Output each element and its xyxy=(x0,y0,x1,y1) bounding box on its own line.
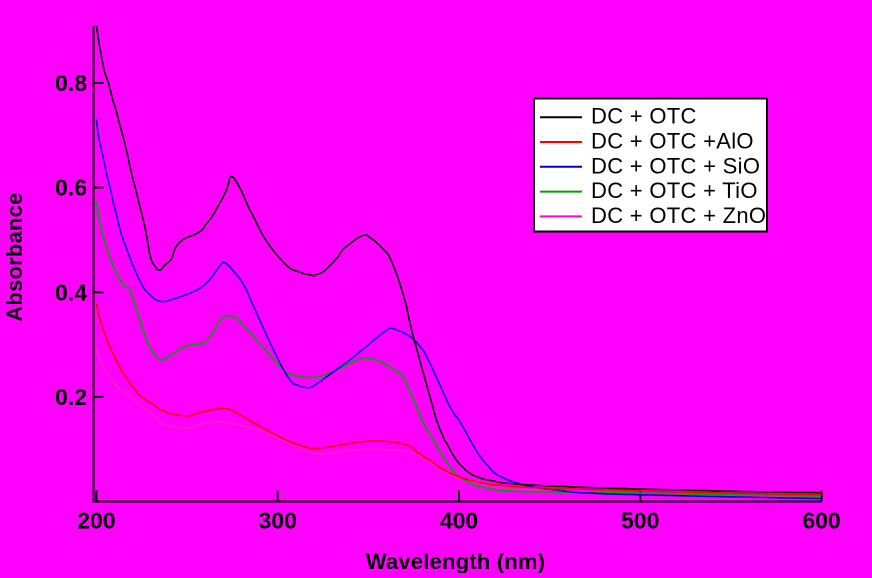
svg-text:300: 300 xyxy=(259,508,297,534)
svg-text:500: 500 xyxy=(621,508,659,534)
svg-text:0.4: 0.4 xyxy=(55,279,87,305)
svg-text:0.2: 0.2 xyxy=(55,384,87,410)
svg-text:0.8: 0.8 xyxy=(55,70,87,96)
svg-text:DC + OTC + SiO: DC + OTC + SiO xyxy=(591,153,760,178)
svg-text:DC + OTC: DC + OTC xyxy=(591,104,697,129)
svg-text:600: 600 xyxy=(802,508,840,534)
svg-text:DC + OTC + TiO: DC + OTC + TiO xyxy=(591,178,758,203)
svg-text:200: 200 xyxy=(77,508,115,534)
svg-text:DC + OTC + ZnO: DC + OTC + ZnO xyxy=(591,203,766,228)
svg-text:Absorbance: Absorbance xyxy=(2,192,27,321)
svg-text:DC + OTC +AlO: DC + OTC +AlO xyxy=(591,129,754,154)
svg-text:400: 400 xyxy=(440,508,478,534)
svg-text:0.6: 0.6 xyxy=(55,175,87,201)
svg-text:Wavelength (nm): Wavelength (nm) xyxy=(366,549,545,573)
